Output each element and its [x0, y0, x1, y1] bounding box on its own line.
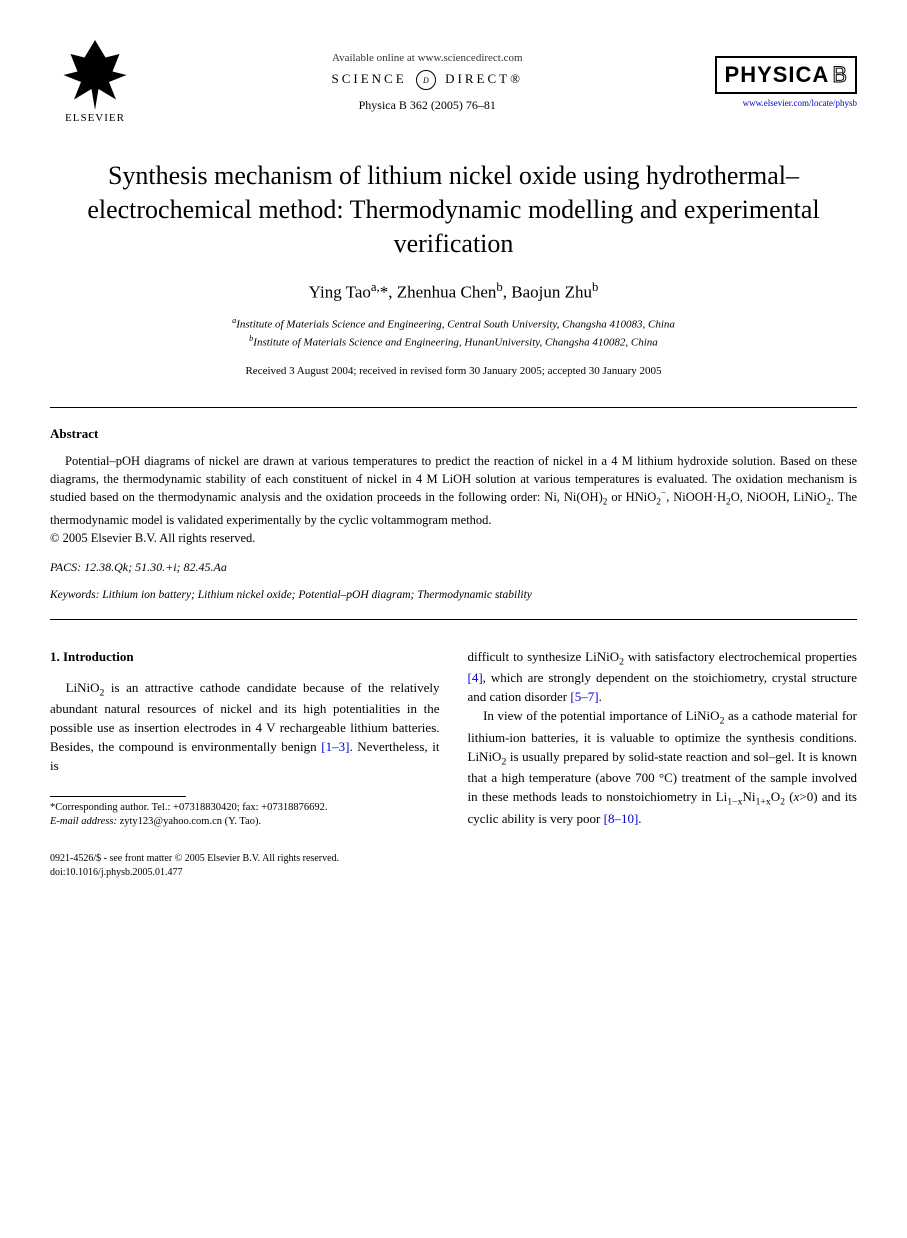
sciencedirect-word2: DIRECT®	[445, 71, 523, 86]
corresponding-email-line: E-mail address: zyty123@yahoo.com.cn (Y.…	[50, 815, 440, 830]
footer-copyright: 0921-4526/$ - see front matter © 2005 El…	[50, 852, 857, 866]
ref-link-1-3[interactable]: [1–3]	[321, 739, 349, 754]
page-header: ELSEVIER Available online at www.science…	[50, 40, 857, 124]
journal-url[interactable]: www.elsevier.com/locate/physb	[715, 98, 857, 108]
corresponding-author-footnote: *Corresponding author. Tel.: +0731883042…	[50, 801, 440, 830]
divider-top	[50, 407, 857, 408]
abstract-body: Potential–pOH diagrams of nickel are dra…	[50, 452, 857, 529]
right-column: difficult to synthesize LiNiO2 with sati…	[468, 648, 858, 830]
intro-paragraph-2: In view of the potential importance of L…	[468, 707, 858, 829]
affiliation-b: bInstitute of Materials Science and Engi…	[50, 333, 857, 351]
keywords: Keywords: Lithium ion battery; Lithium n…	[50, 589, 857, 601]
journal-brand-letter: B	[832, 62, 847, 88]
available-online-text: Available online at www.sciencedirect.co…	[140, 52, 715, 64]
publisher-logo-block: ELSEVIER	[50, 40, 140, 124]
page-footer: 0921-4526/$ - see front matter © 2005 El…	[50, 852, 857, 880]
intro-paragraph-1: LiNiO2 is an attractive cathode candidat…	[50, 679, 440, 776]
body-columns: 1. Introduction LiNiO2 is an attractive …	[50, 648, 857, 830]
intro-paragraph-1-cont: difficult to synthesize LiNiO2 with sati…	[468, 648, 858, 707]
email-address[interactable]: zyty123@yahoo.com.cn (Y. Tao).	[120, 816, 262, 827]
journal-reference: Physica B 362 (2005) 76–81	[140, 98, 715, 113]
header-center: Available online at www.sciencedirect.co…	[140, 52, 715, 113]
abstract-copyright: © 2005 Elsevier B.V. All rights reserved…	[50, 531, 857, 546]
abstract-heading: Abstract	[50, 426, 857, 442]
email-label: E-mail address:	[50, 816, 117, 827]
sciencedirect-brand: SCIENCE d DIRECT®	[140, 70, 715, 90]
journal-brand-block: PHYSICAB www.elsevier.com/locate/physb	[715, 56, 857, 108]
ref-link-8-10[interactable]: [8–10]	[604, 811, 639, 826]
sciencedirect-d-icon: d	[416, 70, 436, 90]
author-list: Ying Taoa,*, Zhenhua Chenb, Baojun Zhub	[50, 280, 857, 303]
elsevier-tree-icon	[60, 40, 130, 110]
affiliation-a: aaInstitute of Materials Science and Eng…	[50, 315, 857, 333]
divider-bottom	[50, 619, 857, 620]
publisher-name: ELSEVIER	[65, 112, 125, 124]
corresponding-author-text: *Corresponding author. Tel.: +0731883042…	[50, 801, 440, 816]
article-dates: Received 3 August 2004; received in revi…	[50, 365, 857, 377]
section-1-heading: 1. Introduction	[50, 648, 440, 667]
footnote-divider	[50, 796, 186, 797]
sciencedirect-word1: SCIENCE	[332, 71, 407, 86]
ref-link-5-7[interactable]: [5–7]	[570, 689, 598, 704]
journal-brand-name: PHYSICA	[725, 62, 830, 88]
ref-link-4[interactable]: [4]	[468, 670, 483, 685]
article-title: Synthesis mechanism of lithium nickel ox…	[70, 159, 837, 260]
footer-doi: doi:10.1016/j.physb.2005.01.477	[50, 866, 857, 880]
journal-brand-box: PHYSICAB	[715, 56, 857, 94]
pacs-codes: PACS: 12.38.Qk; 51.30.+i; 82.45.Aa	[50, 560, 857, 575]
left-column: 1. Introduction LiNiO2 is an attractive …	[50, 648, 440, 830]
